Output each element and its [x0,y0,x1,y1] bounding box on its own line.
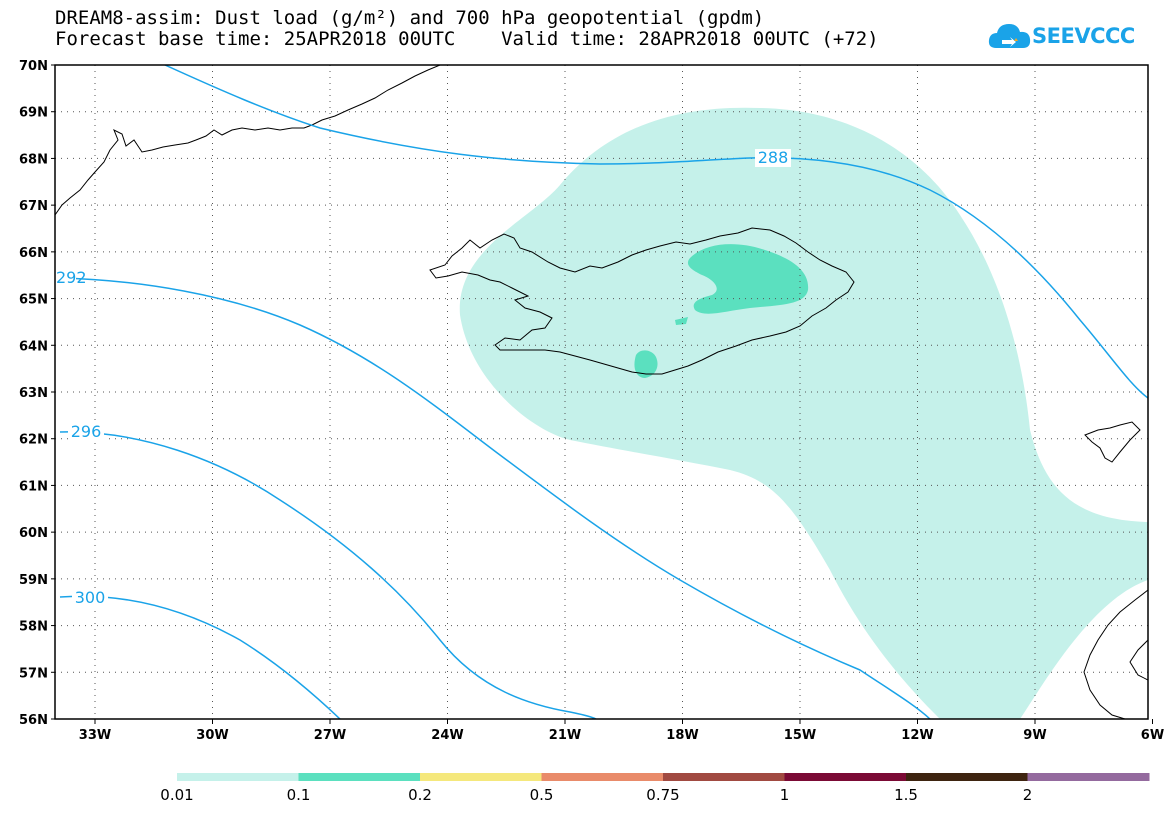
coastline-scotland [1083,589,1148,719]
colorbar-label: 0.1 [287,786,311,804]
contour-label-288: 288 [758,148,789,167]
map-title-line2: Forecast base time: 25APR2018 00UTC Vali… [55,28,879,50]
colorbar-swatch [663,773,785,781]
lon-label: 27W [314,728,346,743]
lat-label: 70N [19,59,48,74]
lat-label: 69N [19,106,48,121]
colorbar-label: 0.75 [646,786,679,804]
contour-288 [164,65,1148,399]
dust-area-low [459,107,1148,719]
lat-label: 60N [19,526,48,541]
dust-area-medium-small [675,317,688,325]
logo-text: SEEVCCC [1032,24,1135,48]
colorbar-swatch [784,773,907,781]
lon-label: 33W [79,728,111,743]
coastline-greenland [55,65,441,216]
colorbar-swatch [906,773,1028,781]
latitude-labels: 70N 69N 68N 67N 66N 65N 64N 63N 62N 61N 60N 59N 58N 5… [19,59,48,728]
colorbar-labels: 0.01 0.1 0.2 0.5 0.75 1 1.5 2 [160,786,1032,804]
lat-label: 68N [19,152,48,167]
colorbar-label: 1.5 [894,786,918,804]
axis-ticks [51,64,1153,724]
dust-shading [459,107,1148,719]
colorbar-swatch [298,773,421,781]
coastlines [55,65,1148,719]
longitude-labels: 33W 30W 27W 24W 21W 18W 15W 12W 9W 6W [79,728,1164,743]
map-title-line1: DREAM8-assim: Dust load (g/m²) and 700 h… [55,7,765,29]
lat-label: 65N [19,293,48,308]
cloud-icon [988,24,1031,48]
lon-label: 30W [196,728,228,743]
colorbar-swatch [1027,773,1150,781]
colorbar-label: 2 [1023,786,1033,804]
lat-label: 67N [19,199,48,214]
colorbar-label: 0.5 [530,786,554,804]
colorbar-swatch [541,773,664,781]
contour-label-292-group: 292 [56,268,87,287]
seevccc-logo: SEEVCCC [988,18,1138,58]
lat-label: 59N [19,573,48,588]
coastline-faroe [1084,421,1141,463]
lon-label: 12W [901,728,933,743]
dust-area-medium-south [634,350,658,378]
lat-label: 56N [19,713,48,728]
contour-label-300-group: 300 [72,588,108,607]
contour-label-296-group: 296 [68,422,104,441]
lat-label: 66N [19,246,48,261]
lon-label: 15W [784,728,816,743]
lat-label: 61N [19,479,48,494]
lat-label: 64N [19,339,48,354]
lon-label: 18W [666,728,698,743]
colorbar-swatch [177,773,299,781]
coastline-iceland [429,227,855,375]
contour-label-292: 292 [56,268,87,287]
contour-label-288-group: 288 [755,148,791,167]
contour-300 [59,595,341,719]
lat-label: 62N [19,433,48,448]
lat-label: 57N [19,666,48,681]
colorbar-label: 1 [780,786,790,804]
contour-label-300: 300 [75,588,106,607]
lon-label: 21W [549,728,581,743]
colorbar [177,773,1150,781]
lon-label: 24W [431,728,463,743]
geopotential-contours [59,65,1148,719]
lat-label: 63N [19,386,48,401]
lon-label: 6W [1141,728,1164,743]
contour-296 [59,431,597,719]
lon-label: 9W [1023,728,1046,743]
grid-lines [55,65,1148,719]
contour-label-296: 296 [71,422,102,441]
colorbar-swatch [420,773,542,781]
lat-label: 58N [19,620,48,635]
colorbar-label: 0.2 [408,786,432,804]
dust-area-medium-north [687,244,809,314]
contour-292 [59,277,931,719]
colorbar-label: 0.01 [160,786,193,804]
